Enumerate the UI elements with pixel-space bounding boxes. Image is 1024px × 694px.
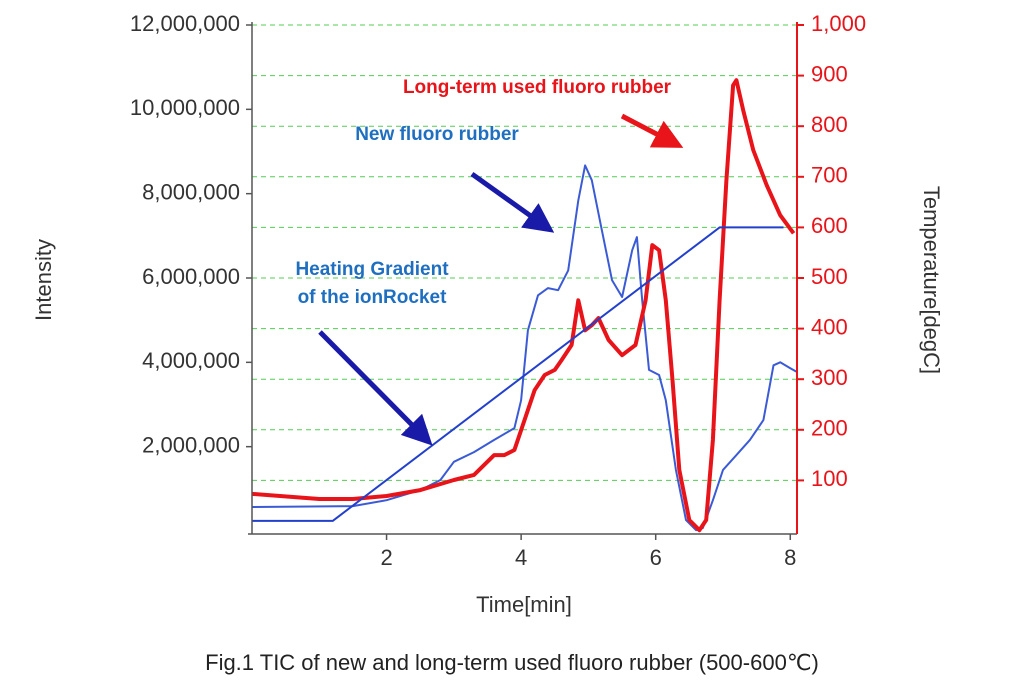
y-tick-label: 8,000,000: [142, 179, 240, 204]
y-tick-label: 2,000,000: [142, 432, 240, 457]
arrow: [470, 171, 555, 233]
data-line: [251, 164, 798, 532]
x-tick-label: 6: [650, 545, 662, 570]
arrow: [620, 113, 684, 148]
x-tick-label: 4: [515, 545, 527, 570]
annotation: of the ionRocket: [298, 287, 448, 308]
y-tick-label: 4,000,000: [142, 348, 240, 373]
y-tick-label: 12,000,000: [130, 11, 240, 36]
y2-tick-label: 800: [811, 112, 848, 137]
arrow: [318, 330, 433, 446]
y-tick-label: 10,000,000: [130, 95, 240, 120]
annotation: New fluoro rubber: [355, 124, 519, 145]
y2-tick-label: 300: [811, 365, 848, 390]
y2-tick-label: 500: [811, 264, 848, 289]
x-tick-label: 2: [380, 545, 392, 570]
y2-tick-label: 900: [811, 61, 848, 86]
y2-axis-title: Temperature[degC]: [919, 186, 944, 374]
y2-tick-label: 400: [811, 314, 848, 339]
y2-tick-label: 200: [811, 416, 848, 441]
plot: [251, 78, 798, 533]
y2-tick-label: 100: [811, 466, 848, 491]
y2-tick-label: 700: [811, 163, 848, 188]
x-axis-title: Time[min]: [476, 592, 572, 617]
y-tick-label: 6,000,000: [142, 264, 240, 289]
y-axis-title: Intensity: [31, 239, 56, 321]
ticks: 2,000,000 4,000,000 6,000,000 8,000,000 10,0…: [130, 11, 866, 570]
x-tick-label: 8: [784, 545, 796, 570]
caption: Fig.1 TIC of new and long-term used fluo…: [205, 650, 819, 675]
data-line: [252, 226, 784, 522]
annotation: Long-term used fluoro rubber: [403, 77, 672, 98]
y2-tick-label: 1,000: [811, 11, 866, 36]
y2-tick-label: 600: [811, 213, 848, 238]
data-line: [251, 78, 796, 533]
annotation: Heating Gradient: [295, 259, 449, 280]
